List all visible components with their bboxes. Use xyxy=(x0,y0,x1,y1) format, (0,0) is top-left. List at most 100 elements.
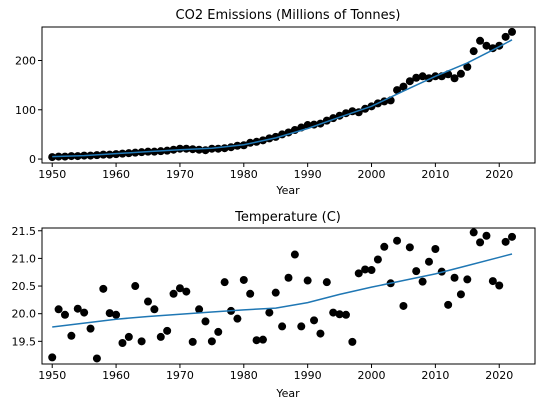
temperature-data-point xyxy=(418,277,427,286)
temperature-x-tick-label: 1970 xyxy=(166,369,194,382)
temperature-data-point xyxy=(112,310,121,319)
temperature-data-point xyxy=(60,310,69,319)
co2-data-point xyxy=(482,41,491,50)
temperature-y-tick-label: 20.5 xyxy=(12,280,37,293)
co2-axes-frame xyxy=(41,26,536,164)
temperature-data-point xyxy=(297,322,306,331)
temperature-data-point xyxy=(137,337,146,346)
temperature-data-point xyxy=(163,326,172,335)
co2-data-point xyxy=(195,145,204,154)
temperature-data-point xyxy=(488,277,497,286)
temperature-data-point xyxy=(476,238,485,247)
co2-data-point xyxy=(469,47,478,56)
temperature-trend-line xyxy=(52,253,513,328)
co2-data-point xyxy=(418,72,427,81)
temperature-data-point xyxy=(169,289,178,298)
temperature-data-point xyxy=(214,327,223,336)
temperature-data-point xyxy=(380,242,389,251)
co2-x-tick-label: 1990 xyxy=(294,168,322,181)
temperature-data-point xyxy=(207,337,216,346)
temperature-data-point xyxy=(482,231,491,240)
temperature-data-point xyxy=(399,301,408,310)
temperature-data-point xyxy=(201,317,210,326)
temperature-axes-frame xyxy=(41,227,536,365)
co2-data-point xyxy=(501,32,510,41)
temperature-data-point xyxy=(322,278,331,287)
co2-data-point xyxy=(399,82,408,91)
temperature-data-point xyxy=(284,273,293,282)
temperature-data-point xyxy=(373,255,382,264)
co2-data-point xyxy=(508,27,517,36)
temperature-data-point xyxy=(233,314,242,323)
temperature-data-point xyxy=(86,324,95,333)
temperature-data-point xyxy=(316,329,325,338)
temperature-data-point xyxy=(444,300,453,309)
temperature-y-tick-label: 19.5 xyxy=(12,335,37,348)
temperature-data-point xyxy=(431,245,440,254)
temperature-data-point xyxy=(495,281,504,290)
temperature-data-point xyxy=(144,297,153,306)
temperature-data-point xyxy=(150,305,159,314)
temperature-data-point xyxy=(195,305,204,314)
co2-trend-line xyxy=(52,39,513,158)
temperature-data-point xyxy=(105,309,114,318)
co2-data-point xyxy=(393,86,402,95)
co2-x-tick-label: 2000 xyxy=(358,168,386,181)
co2-x-tick-label: 1960 xyxy=(102,168,130,181)
temperature-x-tick-label: 2010 xyxy=(421,369,449,382)
co2-x-axis-label: Year xyxy=(275,184,300,197)
temperature-data-point xyxy=(463,275,472,284)
temperature-data-point xyxy=(501,237,510,246)
co2-emissions-panel: CO2 Emissions (Millions of Tonnes) Year … xyxy=(15,8,536,197)
temperature-x-axis-label: Year xyxy=(275,387,300,400)
temperature-data-point xyxy=(367,266,376,275)
co2-data-point xyxy=(175,144,184,153)
temperature-data-point xyxy=(310,316,319,325)
temperature-x-tick-label: 1990 xyxy=(294,369,322,382)
temperature-data-point xyxy=(252,336,261,345)
co2-x-tick-label: 1970 xyxy=(166,168,194,181)
temperature-data-point xyxy=(412,267,421,276)
co2-x-tick-label: 2020 xyxy=(485,168,513,181)
temperature-x-tick-label: 1980 xyxy=(230,369,258,382)
temperature-data-point xyxy=(469,228,478,237)
temperature-data-point xyxy=(424,257,433,266)
temperature-data-point xyxy=(361,265,370,274)
temperature-data-point xyxy=(99,284,108,293)
co2-data-point xyxy=(476,36,485,45)
temperature-data-point xyxy=(354,269,363,278)
temperature-data-point xyxy=(48,353,57,362)
co2-data-point xyxy=(48,153,57,162)
temperature-x-tick-label: 2020 xyxy=(485,369,513,382)
temperature-data-point xyxy=(405,243,414,252)
temperature-data-point xyxy=(118,338,127,347)
temperature-data-point xyxy=(92,354,101,363)
temperature-data-point xyxy=(303,276,312,285)
temperature-data-point xyxy=(290,250,299,259)
temperature-data-point xyxy=(393,236,402,245)
temperature-data-point xyxy=(456,290,465,299)
temperature-y-tick-label: 20.0 xyxy=(12,308,37,321)
temperature-panel: Temperature (C) Year 1950 1960 1970 1980 199… xyxy=(12,210,536,400)
co2-y-tick-label: 200 xyxy=(15,55,36,68)
temperature-data-point xyxy=(265,308,274,317)
temperature-data-point xyxy=(258,335,267,344)
temperature-data-point xyxy=(124,332,133,341)
temperature-x-tick-label: 1960 xyxy=(102,369,130,382)
temperature-data-point xyxy=(80,308,89,317)
temperature-data-point xyxy=(73,304,82,313)
temperature-data-point xyxy=(341,310,350,319)
temperature-data-point xyxy=(156,332,165,341)
temperature-chart-title: Temperature (C) xyxy=(234,210,341,225)
temperature-y-tick-label: 21.0 xyxy=(12,252,37,265)
co2-data-point xyxy=(463,62,472,71)
co2-x-tick-label: 1980 xyxy=(230,168,258,181)
temperature-data-point xyxy=(348,337,357,346)
temperature-data-point xyxy=(508,232,517,241)
temperature-data-point xyxy=(182,287,191,296)
temperature-data-point xyxy=(188,337,197,346)
temperature-data-point xyxy=(278,322,287,331)
co2-y-tick-label: 100 xyxy=(15,104,36,117)
co2-x-tick-label: 2010 xyxy=(421,168,449,181)
